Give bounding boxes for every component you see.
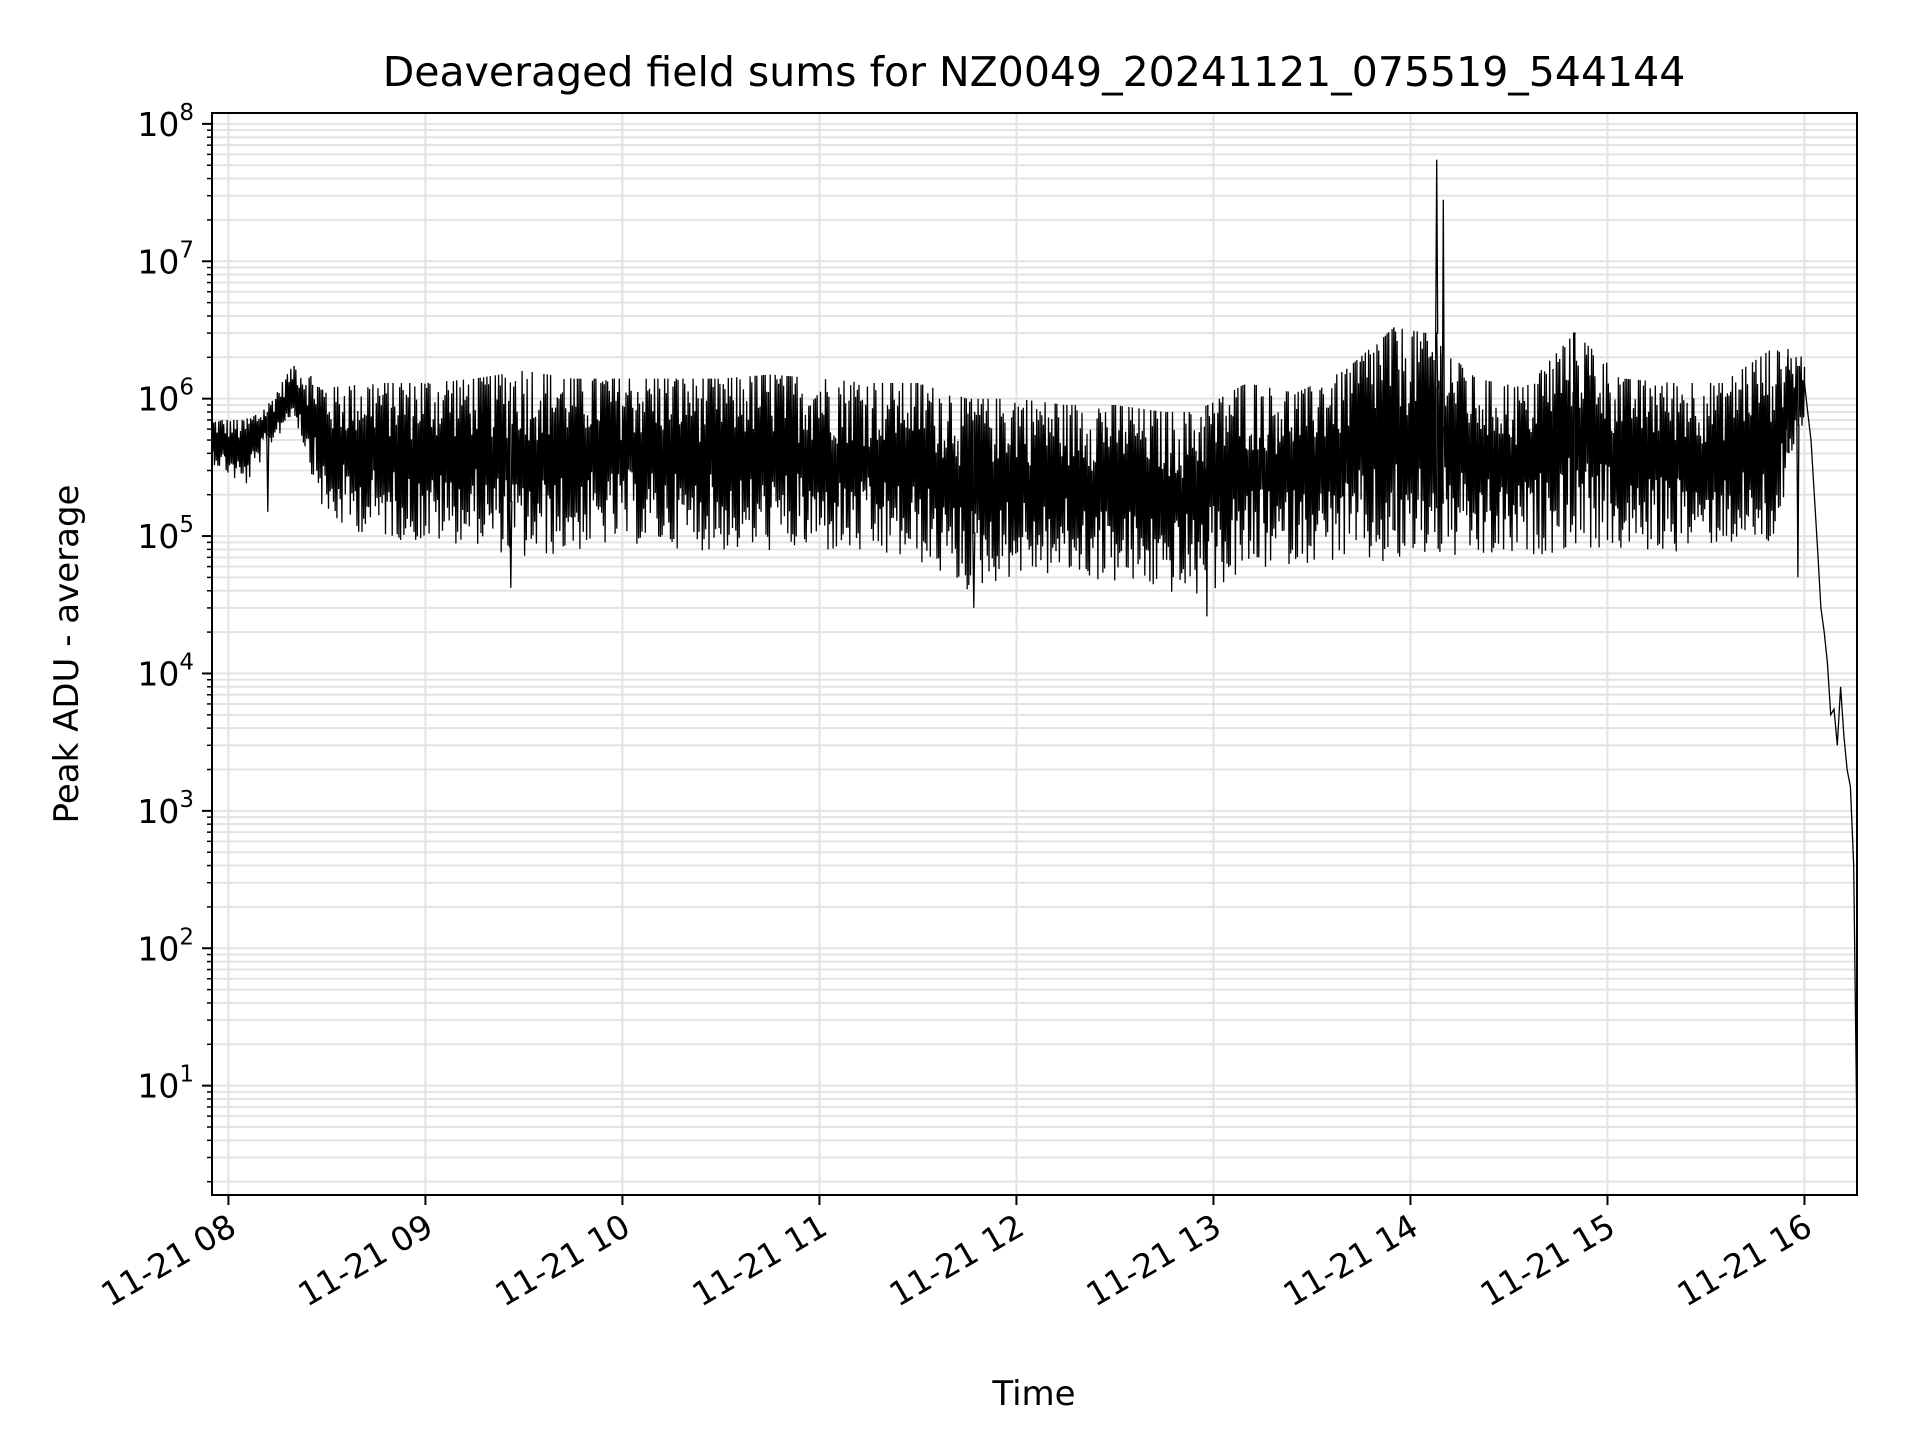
y-axis-ticks: 101 102 103 104 105 106 107 108 — [137, 100, 212, 1183]
plot-frame — [211, 112, 1858, 1196]
y-tick-label: 105 — [137, 512, 194, 556]
series-line — [211, 159, 1858, 1141]
y-tick-label: 104 — [137, 649, 194, 693]
x-axis-label: Time — [991, 1374, 1075, 1414]
chart-title: Deaveraged field sums for NZ0049_2024112… — [383, 48, 1686, 96]
y-tick-label: 102 — [137, 924, 194, 968]
data-series — [211, 159, 1858, 1141]
y-tick-label: 107 — [137, 237, 194, 281]
y-tick-label: 108 — [137, 100, 194, 144]
y-axis-label: Peak ADU - average — [47, 485, 87, 824]
y-tick-label: 106 — [137, 375, 194, 419]
y-tick-label: 103 — [137, 787, 194, 831]
y-tick-label: 101 — [137, 1062, 194, 1106]
